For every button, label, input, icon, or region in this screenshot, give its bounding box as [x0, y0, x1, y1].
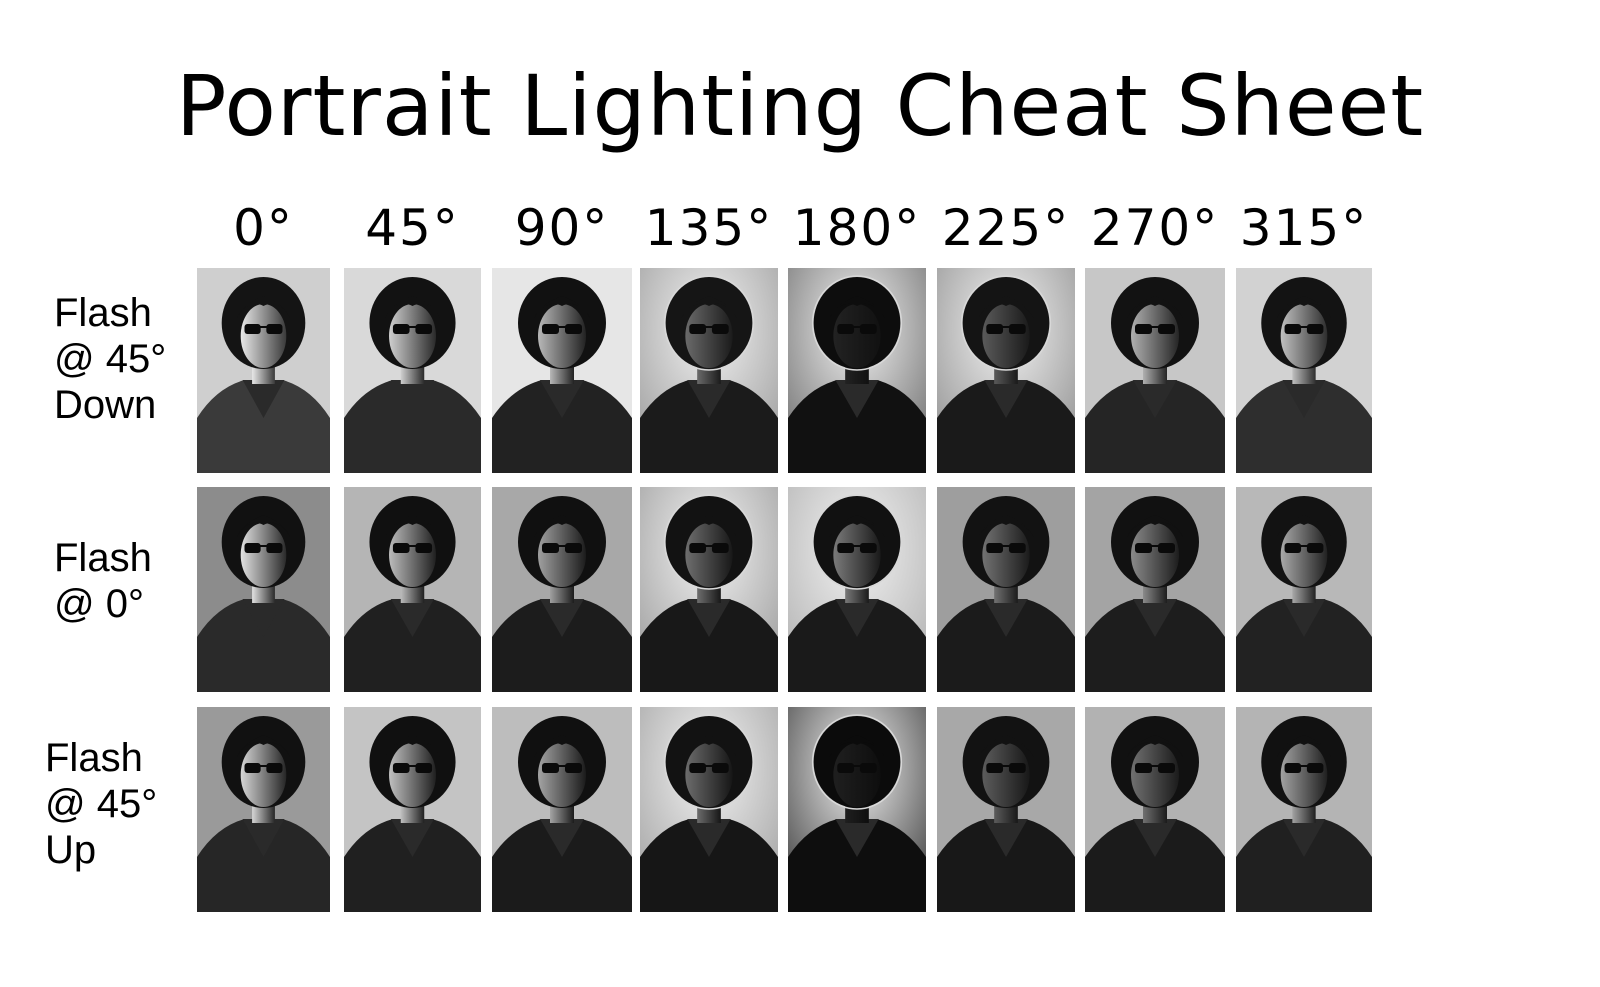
column-header: 225°: [941, 199, 1071, 257]
portrait-photo: [344, 707, 481, 912]
portrait-photo: [344, 268, 481, 473]
row-label: Flash @ 0°: [54, 535, 152, 627]
row-label-line: Up: [45, 828, 97, 872]
portrait-photo: [1085, 707, 1225, 912]
portrait-photo: [1085, 487, 1225, 692]
portrait-photo: [1236, 268, 1372, 473]
row-label-line: Flash: [54, 536, 152, 580]
column-header: 180°: [792, 199, 922, 257]
portrait-photo: [492, 268, 632, 473]
portrait-photo: [640, 487, 778, 692]
portrait-photo: [788, 707, 926, 912]
portrait-photo: [1085, 268, 1225, 473]
row-label: Flash @ 45° Down: [54, 290, 166, 428]
portrait-photo: [197, 268, 330, 473]
column-header: 0°: [233, 199, 294, 257]
portrait-photo: [492, 487, 632, 692]
portrait-photo: [1236, 487, 1372, 692]
column-header: 315°: [1239, 199, 1369, 257]
portrait-photo: [344, 487, 481, 692]
portrait-photo: [640, 707, 778, 912]
portrait-photo: [492, 707, 632, 912]
portrait-photo: [197, 487, 330, 692]
row-label-line: Flash: [45, 736, 143, 780]
portrait-photo: [1236, 707, 1372, 912]
row-label-line: @ 0°: [54, 582, 144, 626]
portrait-photo: [788, 268, 926, 473]
row-label-line: @ 45°: [54, 337, 167, 381]
portrait-photo: [937, 268, 1075, 473]
portrait-photo: [788, 487, 926, 692]
row-label-line: Down: [54, 383, 157, 427]
portrait-photo: [937, 707, 1075, 912]
column-header: 90°: [514, 199, 610, 257]
column-header: 45°: [365, 199, 460, 257]
row-label: Flash @ 45° Up: [45, 735, 157, 873]
row-label-line: @ 45°: [45, 782, 158, 826]
row-label-line: Flash: [54, 291, 152, 335]
page-title: Portrait Lighting Cheat Sheet: [175, 57, 1425, 155]
portrait-photo: [640, 268, 778, 473]
portrait-photo: [197, 707, 330, 912]
portrait-photo: [937, 487, 1075, 692]
column-header: 135°: [644, 199, 774, 257]
column-header: 270°: [1090, 199, 1220, 257]
